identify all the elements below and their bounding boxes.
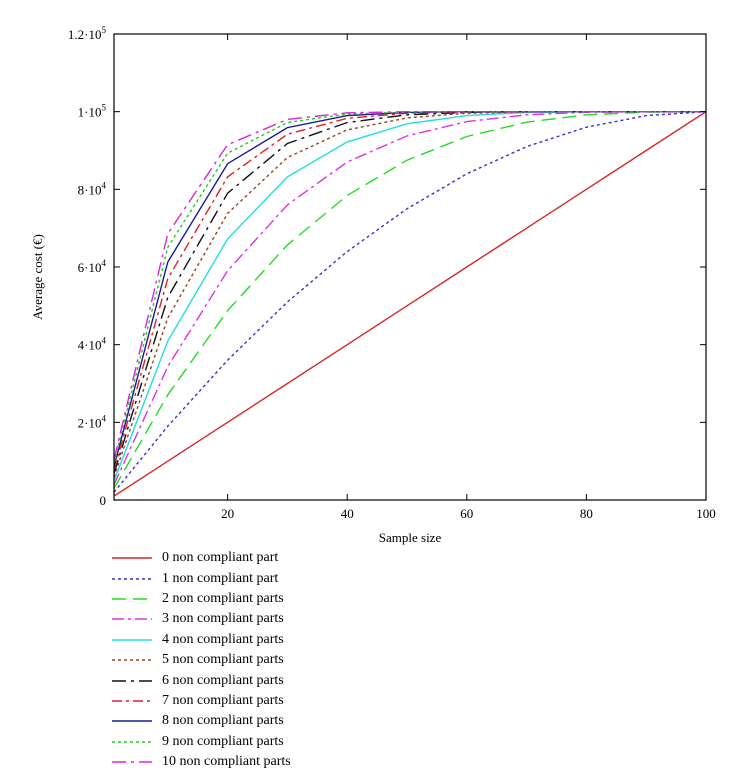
legend-label: 2 non compliant parts (162, 590, 284, 606)
legend-label: 6 non compliant parts (162, 672, 284, 688)
legend-item: 9 non compliant parts (112, 732, 291, 752)
y-tick-label: 2·104 (78, 413, 107, 430)
legend-swatch (112, 761, 152, 763)
legend-label: 5 non compliant parts (162, 652, 284, 668)
legend-swatch (112, 577, 152, 580)
series-line-10 (113, 110, 706, 460)
legend-swatch (112, 679, 152, 682)
legend-swatch (112, 700, 152, 702)
series-line-1 (113, 111, 707, 493)
y-tick-label: 4·104 (78, 336, 107, 353)
series-group (113, 110, 707, 497)
x-tick-label: 40 (341, 506, 354, 521)
legend-item: 10 non compliant parts (112, 752, 291, 772)
legend-item: 0 non compliant part (112, 548, 291, 568)
legend-item: 7 non compliant parts (112, 691, 291, 711)
series-line-4 (113, 110, 706, 482)
y-tick-label: 0 (100, 493, 107, 508)
series-line-8 (113, 110, 706, 467)
legend-swatch (112, 639, 152, 641)
y-tick-label: 1.2·105 (68, 25, 107, 42)
chart: 0 2·104 4·104 6·104 8·104 1·105 1.2·105 20 40 60 8… (30, 25, 716, 545)
x-tick-label: 20 (221, 506, 234, 521)
legend-swatch (112, 598, 152, 600)
legend-label: 4 non compliant parts (162, 631, 284, 647)
legend-item: 8 non compliant parts (112, 711, 291, 731)
y-tick-label: 6·104 (78, 258, 107, 275)
axes: 0 2·104 4·104 6·104 8·104 1·105 1.2·105 20 40 60 8… (30, 25, 716, 545)
series-line-5 (113, 110, 706, 478)
legend-label: 3 non compliant parts (162, 611, 284, 627)
legend-label: 7 non compliant parts (162, 692, 284, 708)
legend-item: 1 non compliant part (112, 568, 291, 588)
legend-label: 0 non compliant part (162, 550, 279, 566)
legend-swatch (112, 741, 152, 743)
legend-label: 10 non compliant parts (162, 754, 291, 770)
legend: 0 non compliant part 1 non compliant part… (112, 548, 291, 772)
series-line-2 (113, 111, 707, 489)
legend-swatch (112, 557, 152, 559)
series-line-3 (113, 110, 706, 485)
legend-item: 5 non compliant parts (112, 650, 291, 670)
y-tick-label: 1·105 (78, 103, 107, 120)
plot-frame (113, 33, 707, 501)
y-axis-title: Average cost (€) (30, 234, 45, 320)
y-tick-label: 8·104 (78, 180, 107, 197)
legend-item: 3 non compliant parts (112, 609, 291, 629)
legend-label: 1 non compliant part (162, 570, 279, 586)
series-line-7 (113, 110, 706, 471)
x-tick-label: 60 (460, 506, 473, 521)
legend-label: 8 non compliant parts (162, 713, 284, 729)
legend-label: 9 non compliant parts (162, 733, 284, 749)
legend-item: 2 non compliant parts (112, 589, 291, 609)
x-axis-title: Sample size (379, 530, 442, 545)
legend-swatch (112, 618, 152, 621)
legend-item: 6 non compliant parts (112, 670, 291, 690)
series-line-0 (113, 111, 707, 497)
legend-item: 4 non compliant parts (112, 630, 291, 650)
x-tick-label: 80 (580, 506, 593, 521)
series-line-6 (113, 110, 706, 474)
series-line-9 (113, 110, 706, 464)
legend-swatch (112, 659, 152, 661)
x-tick-label: 100 (696, 506, 716, 521)
legend-swatch (112, 720, 152, 723)
